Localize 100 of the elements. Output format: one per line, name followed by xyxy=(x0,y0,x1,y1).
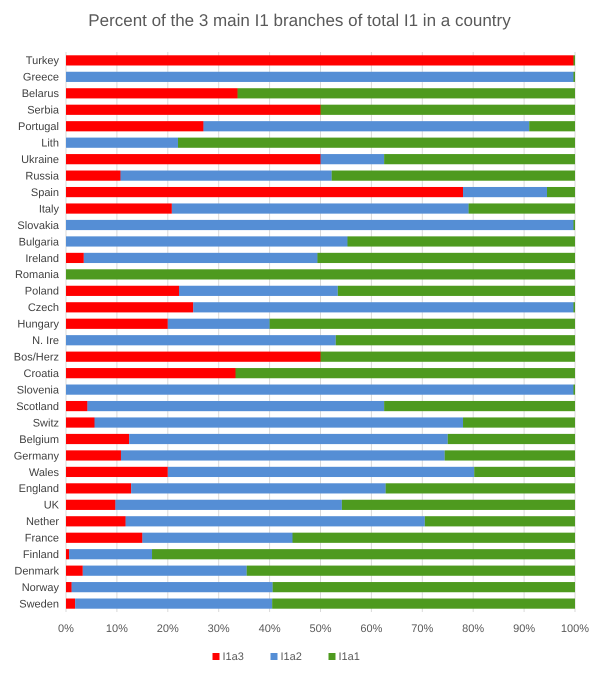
bar xyxy=(172,203,469,214)
bar xyxy=(342,500,575,510)
bar xyxy=(179,286,338,296)
bar xyxy=(320,352,575,362)
bar xyxy=(66,466,168,478)
bar xyxy=(152,549,575,560)
y-tick-label: Wales xyxy=(28,466,60,479)
bar xyxy=(66,220,574,230)
bar xyxy=(332,170,575,181)
bar xyxy=(72,582,273,592)
bar xyxy=(66,368,236,378)
y-tick-label: England xyxy=(18,483,59,496)
y-tick-label: Slovenia xyxy=(16,384,60,396)
x-tick-label: 60% xyxy=(360,623,383,635)
y-tick-label: Ukraine xyxy=(21,154,59,166)
bar xyxy=(66,72,574,82)
x-tick-label: 70% xyxy=(411,623,434,635)
bar xyxy=(336,335,575,346)
bar xyxy=(178,138,575,148)
y-tick-label: Belgium xyxy=(19,434,59,446)
x-tick-label: 80% xyxy=(462,623,484,635)
y-tick-label: Russia xyxy=(25,170,60,182)
bar xyxy=(386,483,575,494)
bar xyxy=(66,104,320,115)
y-tick-label: Italy xyxy=(38,203,60,216)
y-tick-label: Bos/Herz xyxy=(14,352,59,364)
x-tick-label: 10% xyxy=(106,623,128,635)
bar xyxy=(529,121,575,132)
bar xyxy=(66,352,320,362)
x-tick-label: 40% xyxy=(258,623,281,635)
bar xyxy=(66,598,76,609)
bar xyxy=(75,598,272,609)
y-tick-label: Bulgaria xyxy=(18,236,60,248)
bar xyxy=(66,269,575,280)
bar xyxy=(66,55,574,66)
bar xyxy=(547,186,575,198)
bar xyxy=(270,318,575,329)
y-tick-label: Croatia xyxy=(24,368,60,380)
bar xyxy=(338,286,575,296)
bar xyxy=(347,236,575,247)
bar xyxy=(66,203,172,214)
bar xyxy=(66,252,84,264)
bar xyxy=(272,598,575,609)
bar xyxy=(66,88,238,98)
bar xyxy=(66,450,121,461)
bar xyxy=(94,417,464,428)
bar xyxy=(66,582,72,592)
bar xyxy=(66,516,126,526)
bar xyxy=(66,335,336,346)
y-tick-label: Turkey xyxy=(26,55,60,68)
bar xyxy=(115,500,342,510)
bar xyxy=(82,566,247,576)
bar xyxy=(317,252,575,264)
bar xyxy=(66,318,168,329)
bar xyxy=(448,434,575,444)
bar xyxy=(468,203,575,214)
x-tick-label: 100% xyxy=(560,623,590,635)
bar xyxy=(66,483,132,494)
bar xyxy=(272,582,575,592)
y-tick-label: N. Ire xyxy=(32,335,59,348)
y-tick-label: Scotland xyxy=(16,400,59,413)
bar xyxy=(203,121,530,132)
bar xyxy=(66,154,320,164)
y-tick-label: Ireland xyxy=(25,252,59,265)
bar xyxy=(193,302,574,312)
bar xyxy=(69,549,152,560)
x-tick-label: 0% xyxy=(58,623,74,635)
bar xyxy=(168,466,474,478)
bar xyxy=(66,186,464,198)
x-tick-label: 50% xyxy=(309,623,332,635)
legend-label: I1a3 xyxy=(222,651,244,663)
y-tick-label: Serbia xyxy=(27,104,60,117)
y-tick-label: Switz xyxy=(32,417,59,430)
bar xyxy=(444,450,575,461)
y-tick-label: Greece xyxy=(22,72,59,84)
y-tick-label: UK xyxy=(44,500,60,512)
bar xyxy=(84,252,318,264)
bar xyxy=(320,154,384,164)
y-tick-label: Germany xyxy=(14,450,60,462)
chart-title: Percent of the 3 main I1 branches of total I1 in a country xyxy=(88,11,512,30)
legend-label: I1a1 xyxy=(338,651,360,663)
y-tick-label: Belarus xyxy=(22,88,60,100)
bar xyxy=(320,104,575,115)
y-tick-label: Spain xyxy=(30,186,59,199)
y-tick-label: Lith xyxy=(41,138,59,150)
bar xyxy=(142,532,293,543)
y-tick-label: Poland xyxy=(24,286,59,298)
bar xyxy=(384,400,575,412)
y-tick-label: Denmark xyxy=(14,566,60,578)
bar xyxy=(384,154,575,164)
y-tick-label: Romania xyxy=(14,269,60,282)
y-tick-label: Portugal xyxy=(18,121,59,134)
bar xyxy=(235,368,575,378)
bar xyxy=(292,532,575,543)
bar xyxy=(463,186,548,198)
bar xyxy=(66,384,574,395)
bar xyxy=(463,417,575,428)
bar xyxy=(474,466,575,478)
bar xyxy=(66,532,142,543)
bar xyxy=(131,483,386,494)
